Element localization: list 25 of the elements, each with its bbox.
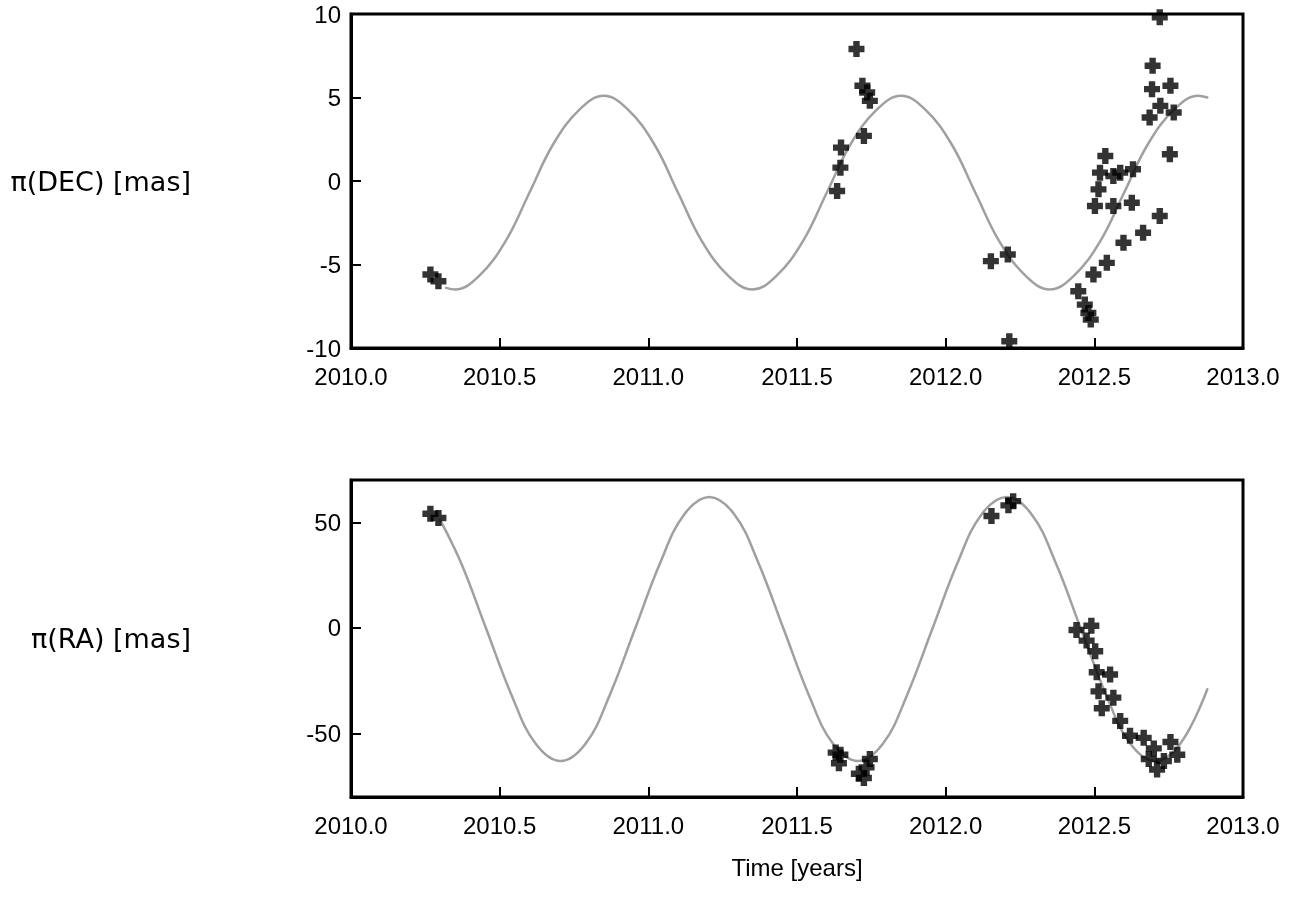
y-axis-title: π(DEC) [mas] [10, 165, 191, 197]
y-tick-label: -10 [306, 334, 341, 362]
y-tick-label: 50 [314, 508, 341, 536]
x-tick-label: 2013.0 [1206, 811, 1280, 839]
x-tick-label: 2010.5 [462, 811, 537, 839]
x-tick-label: 2010.5 [462, 362, 537, 390]
y-tick-label: 0 [327, 167, 341, 195]
x-tick-label: 2012.5 [1057, 362, 1132, 390]
x-tick-label: 2011.5 [761, 362, 833, 390]
x-tick-label: 2012.0 [908, 811, 983, 839]
x-tick-label: 2011.0 [612, 362, 685, 390]
y-tick-label: 10 [314, 0, 341, 28]
y-tick-label: -5 [319, 251, 341, 278]
x-tick-label: 2012.0 [908, 362, 983, 390]
y-tick-label: -50 [306, 720, 341, 748]
x-tick-label: 2011.0 [612, 811, 685, 839]
x-tick-label: 2010.0 [314, 362, 388, 390]
x-tick-label: 2010.0 [314, 811, 388, 839]
y-tick-label: 5 [327, 84, 341, 111]
y-tick-label: 0 [327, 614, 341, 642]
x-tick-label: 2013.0 [1206, 362, 1280, 390]
x-axis-title: Time [years] [731, 853, 863, 881]
x-tick-label: 2011.5 [761, 811, 833, 839]
y-axis-title: π(RA) [mas] [30, 623, 191, 654]
x-tick-label: 2012.5 [1057, 811, 1132, 839]
